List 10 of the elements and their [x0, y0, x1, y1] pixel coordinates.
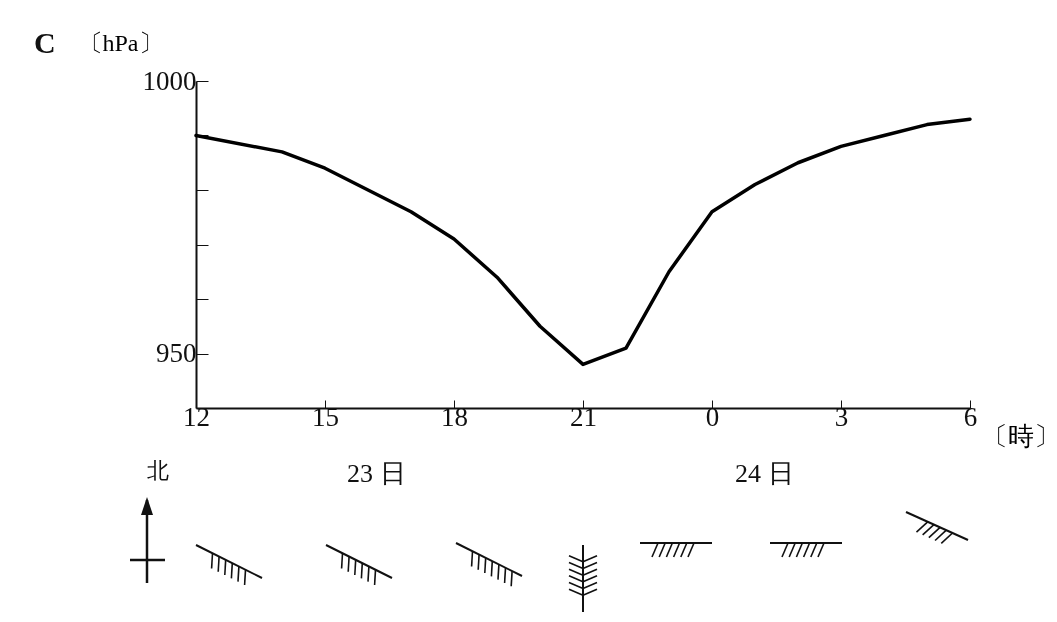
text: 23 日: [347, 458, 406, 490]
text: 24 日: [735, 458, 794, 490]
text: 北: [147, 457, 169, 485]
x-tick-label: 6: [963, 401, 978, 432]
x-axis-title: 〔時〕: [981, 421, 1057, 451]
y-axis-title: 〔hPa〕: [78, 29, 163, 56]
text: C: [34, 26, 56, 60]
y-tick-label: 1000: [142, 65, 197, 96]
y-tick-label: 950: [156, 338, 197, 368]
x-tick-label: 18: [441, 401, 468, 432]
